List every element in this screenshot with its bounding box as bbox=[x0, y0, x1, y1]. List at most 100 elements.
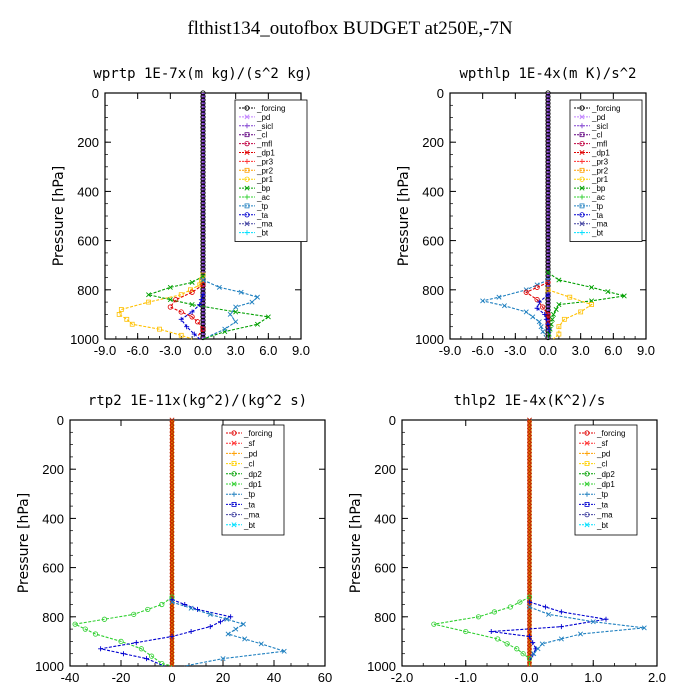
near-zero-marker bbox=[545, 111, 551, 117]
panel-title: rtp2 1E-11x(kg^2)/(kg^2 s) bbox=[88, 393, 307, 409]
series-line bbox=[529, 606, 645, 659]
y-tick-label: 0 bbox=[389, 413, 396, 428]
y-axis-label: Pressure [hPa] bbox=[51, 166, 67, 266]
legend-label: _pr1 bbox=[591, 175, 609, 184]
legend-label: _bt bbox=[243, 521, 256, 530]
y-tick-label: 1000 bbox=[367, 659, 396, 674]
near-zero-marker bbox=[200, 204, 206, 210]
near-zero-marker bbox=[545, 207, 551, 213]
near-zero-marker bbox=[200, 166, 206, 172]
legend-label: _tp bbox=[243, 490, 256, 499]
near-zero-marker bbox=[200, 97, 206, 103]
y-tick-label: 200 bbox=[422, 135, 444, 150]
near-zero-marker bbox=[545, 303, 551, 310]
legend-label: _bp bbox=[591, 184, 606, 193]
data-point bbox=[72, 621, 78, 627]
series-tp bbox=[200, 277, 260, 338]
data-point bbox=[200, 272, 206, 278]
x-tick-label: -2.0 bbox=[391, 670, 413, 685]
near-zero-marker bbox=[545, 169, 551, 175]
y-tick-label: 400 bbox=[42, 511, 64, 526]
data-point bbox=[220, 656, 226, 662]
data-point bbox=[98, 646, 104, 652]
near-zero-marker bbox=[200, 328, 206, 334]
data-point bbox=[558, 609, 564, 615]
data-point bbox=[431, 621, 437, 627]
legend-swatch-marker bbox=[231, 430, 237, 436]
data-point bbox=[144, 656, 149, 662]
x-tick-label: 6.0 bbox=[259, 343, 277, 358]
data-point bbox=[182, 602, 188, 607]
near-zero-marker bbox=[200, 135, 206, 141]
x-tick-label: -9.0 bbox=[94, 343, 116, 358]
near-zero-marker bbox=[545, 155, 551, 162]
legend-swatch-marker bbox=[579, 141, 585, 147]
near-zero-marker bbox=[545, 241, 551, 248]
x-tick-label: 0.0 bbox=[520, 670, 538, 685]
x-tick-label: -40 bbox=[61, 670, 80, 685]
legend-label: _dp1 bbox=[596, 480, 615, 489]
legend-label: _ac bbox=[591, 193, 605, 202]
near-zero-marker bbox=[200, 179, 206, 186]
data-point bbox=[540, 329, 546, 335]
legend-label: _dp2 bbox=[596, 470, 615, 479]
x-tick-label: 9.0 bbox=[292, 343, 310, 358]
data-point bbox=[118, 307, 124, 312]
data-point bbox=[545, 292, 551, 298]
data-point bbox=[549, 316, 555, 322]
data-point bbox=[124, 316, 130, 322]
near-zero-marker bbox=[545, 114, 551, 120]
legend-swatch-marker bbox=[231, 461, 237, 467]
data-point bbox=[488, 629, 494, 635]
near-zero-marker bbox=[545, 93, 551, 100]
legend-label: _ta bbox=[243, 500, 256, 509]
near-zero-marker bbox=[200, 121, 206, 127]
x-tick-label: 3.0 bbox=[227, 343, 245, 358]
x-tick-label: 0 bbox=[168, 670, 175, 685]
data-point bbox=[558, 636, 564, 642]
near-zero-marker bbox=[545, 210, 551, 217]
data-point bbox=[197, 302, 203, 308]
data-point bbox=[146, 292, 152, 298]
near-zero-marker bbox=[200, 145, 206, 151]
data-point bbox=[189, 289, 195, 295]
series-tp bbox=[526, 604, 647, 659]
chart-panel-1: wprtp 1E-7x(m kg)/(s^2 kg) Pressure [hPa]… bbox=[51, 66, 313, 358]
near-zero-marker bbox=[545, 107, 551, 113]
y-tick-label: 200 bbox=[42, 462, 64, 477]
panel-title: wprtp 1E-7x(m kg)/(s^2 kg) bbox=[93, 66, 312, 82]
data-point bbox=[531, 651, 537, 657]
data-point bbox=[545, 321, 551, 327]
near-zero-marker bbox=[200, 176, 206, 182]
data-point bbox=[233, 309, 239, 315]
near-zero-marker bbox=[545, 90, 551, 96]
near-zero-marker bbox=[200, 104, 206, 110]
x-tick-label: 6.0 bbox=[604, 343, 622, 358]
near-zero-marker bbox=[200, 300, 206, 306]
legend-swatch-marker bbox=[579, 132, 585, 138]
near-zero-marker bbox=[200, 334, 206, 341]
legend-swatch-marker bbox=[579, 176, 585, 182]
data-point bbox=[121, 651, 127, 657]
data-point bbox=[184, 324, 190, 330]
near-zero-marker bbox=[545, 331, 551, 337]
data-point bbox=[514, 646, 520, 652]
legend-swatch-marker bbox=[244, 141, 250, 147]
near-zero-marker bbox=[545, 193, 551, 199]
data-point bbox=[530, 640, 536, 646]
series-line bbox=[100, 599, 233, 667]
legend-label: _cl bbox=[591, 131, 602, 140]
near-zero-marker bbox=[200, 245, 206, 251]
y-tick-label: 1000 bbox=[415, 332, 444, 347]
data-point bbox=[501, 303, 507, 309]
legend-label: _ma bbox=[596, 511, 613, 520]
data-point bbox=[550, 311, 556, 317]
data-point bbox=[536, 299, 542, 305]
data-point bbox=[265, 314, 271, 320]
chart-panel-3: rtp2 1E-11x(kg^2)/(kg^2 s) Pressure [hPa]… bbox=[16, 393, 332, 685]
near-zero-marker bbox=[545, 266, 551, 272]
near-zero-marker bbox=[169, 662, 175, 668]
data-point bbox=[217, 619, 223, 625]
legend-label: _tp bbox=[596, 490, 609, 499]
y-tick-label: 600 bbox=[422, 234, 444, 249]
